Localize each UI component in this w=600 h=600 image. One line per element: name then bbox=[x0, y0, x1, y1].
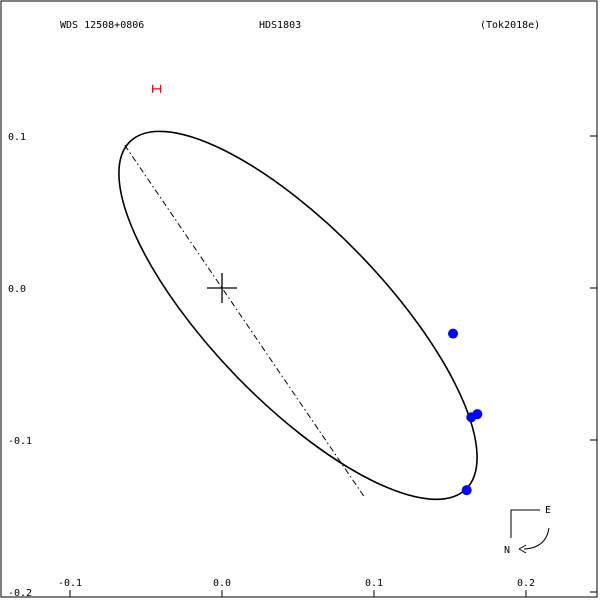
orbit-ellipse bbox=[118, 130, 478, 501]
x-tick-label: 0.1 bbox=[365, 578, 383, 589]
marker-tick bbox=[151, 84, 162, 93]
y-tick-label: 0.0 bbox=[8, 284, 26, 295]
y-tick-label: -0.1 bbox=[8, 436, 32, 447]
y-tick-label: 0.1 bbox=[8, 132, 26, 143]
y-tick-label: -0.2 bbox=[8, 588, 32, 599]
observation-point bbox=[466, 412, 477, 423]
x-tick-label: 0.2 bbox=[517, 578, 535, 589]
observations-layer bbox=[448, 328, 483, 496]
compass-east-label: E bbox=[545, 505, 551, 516]
observation-point bbox=[448, 328, 459, 339]
compass-north-label: N bbox=[504, 545, 510, 556]
discoverer-code: HDS1803 bbox=[259, 20, 301, 31]
axis-ticks: -0.1 0.0 0.1 0.2 0.1 0.0 -0.1 -0.2 bbox=[8, 132, 597, 599]
wds-designation: WDS 12508+0806 bbox=[60, 20, 144, 31]
reference-code: (Tok2018e) bbox=[480, 20, 540, 31]
compass-arc bbox=[523, 527, 550, 550]
compass-east-line bbox=[510, 509, 540, 538]
orbit-layer bbox=[118, 84, 478, 501]
line-of-apsides bbox=[124, 144, 366, 499]
x-tick-label: -0.1 bbox=[58, 578, 82, 589]
compass-arrow-icon bbox=[518, 544, 527, 554]
observation-point bbox=[461, 485, 472, 496]
compass: E N bbox=[504, 505, 551, 556]
x-tick-label: 0.0 bbox=[213, 578, 231, 589]
